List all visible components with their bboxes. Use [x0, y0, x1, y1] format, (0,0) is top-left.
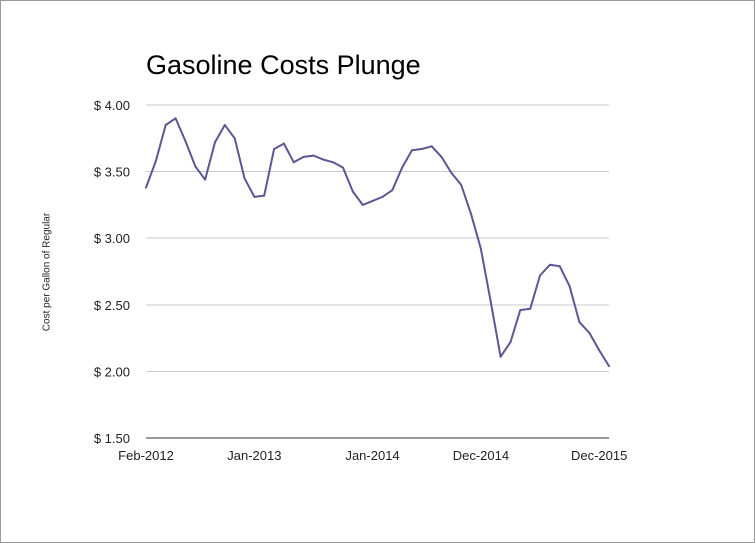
- data-point: [608, 365, 610, 368]
- x-tick-label: Jan-2013: [227, 448, 281, 463]
- data-point: [174, 117, 177, 120]
- data-point: [470, 213, 473, 216]
- data-point: [361, 203, 364, 206]
- data-point: [598, 349, 601, 352]
- data-point: [519, 309, 522, 312]
- data-point: [489, 301, 492, 304]
- gridlines: [146, 104, 609, 439]
- series-line: [145, 117, 610, 367]
- data-point: [213, 141, 216, 144]
- data-point: [401, 166, 404, 169]
- y-tick-label: $ 2.00: [94, 364, 130, 379]
- data-point: [568, 285, 571, 288]
- data-point: [351, 190, 354, 193]
- data-point: [420, 147, 423, 150]
- x-tick-label: Dec-2015: [571, 448, 627, 463]
- data-point: [460, 183, 463, 186]
- data-point: [558, 265, 561, 268]
- data-point: [164, 123, 167, 126]
- data-point: [273, 147, 276, 150]
- data-point: [578, 321, 581, 324]
- x-tick-labels: Feb-2012 Jan-2013 Jan-2014 Dec-2014 Dec-2015: [118, 448, 627, 463]
- data-point: [263, 194, 266, 197]
- data-point: [332, 161, 335, 164]
- data-point: [204, 178, 207, 181]
- data-point: [312, 154, 315, 157]
- data-point: [194, 165, 197, 168]
- y-tick-label: $ 3.00: [94, 231, 130, 246]
- x-tick-label: Jan-2014: [345, 448, 399, 463]
- data-point: [292, 161, 295, 164]
- x-tick-label: Feb-2012: [118, 448, 174, 463]
- y-tick-labels: $ 4.00 $ 3.50 $ 3.00 $ 2.50 $ 2.00 $ 1.50: [94, 98, 130, 446]
- data-point: [342, 166, 345, 169]
- y-tick-label: $ 3.50: [94, 165, 130, 180]
- data-point: [499, 355, 502, 358]
- data-point: [381, 195, 384, 198]
- data-point: [410, 149, 413, 152]
- data-point: [223, 123, 226, 126]
- x-tick-label: Dec-2014: [453, 448, 509, 463]
- data-point: [509, 341, 512, 344]
- data-point: [243, 177, 246, 180]
- data-point: [282, 142, 285, 145]
- data-point: [302, 155, 305, 158]
- data-point: [184, 139, 187, 142]
- data-point: [450, 171, 453, 174]
- data-point: [145, 186, 147, 189]
- data-point: [253, 195, 256, 198]
- data-point: [440, 155, 443, 158]
- y-tick-label: $ 4.00: [94, 98, 130, 113]
- data-point: [529, 307, 532, 310]
- y-tick-label: $ 2.50: [94, 298, 130, 313]
- data-point: [154, 159, 157, 162]
- chart-title: Gasoline Costs Plunge: [146, 50, 421, 80]
- data-point: [391, 189, 394, 192]
- series-layer: [145, 117, 610, 368]
- data-point: [548, 263, 551, 266]
- data-point: [430, 145, 433, 148]
- data-point: [588, 331, 591, 334]
- data-point: [233, 137, 236, 140]
- y-tick-label: $ 1.50: [94, 431, 130, 446]
- data-point: [371, 199, 374, 202]
- data-point: [479, 247, 482, 250]
- data-point: [322, 158, 325, 161]
- data-point: [539, 274, 542, 277]
